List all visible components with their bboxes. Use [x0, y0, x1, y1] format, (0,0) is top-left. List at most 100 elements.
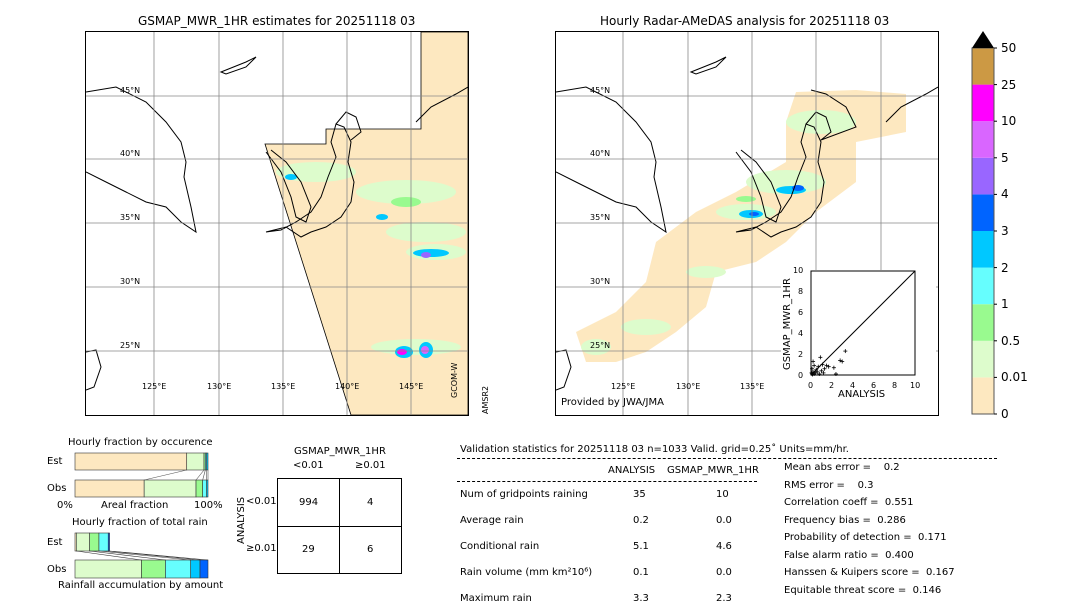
stats-col-gsmap: GSMAP_MWR_1HR: [667, 465, 759, 476]
graticule: [86, 32, 468, 415]
scatter-ytick: 0: [798, 371, 804, 380]
scatter-point: [814, 367, 819, 372]
total-rain-est-segment: [98, 532, 109, 552]
lon-label: 145°E: [399, 382, 424, 391]
stat-gsmap-value: 2.3: [716, 593, 732, 604]
lat-label: 30°N: [590, 277, 611, 286]
lon-label: 135°E: [271, 382, 296, 391]
colorbar-label: 50: [1001, 41, 1017, 55]
left-map: 45°N 40°N 35°N 30°N 25°N 125°E 130°E 135…: [85, 31, 469, 416]
total-rain-est-segment: [107, 532, 110, 552]
cell-false-alarm: 4: [367, 497, 374, 508]
stat-label: Average rain: [460, 515, 524, 526]
scatter-point: [824, 363, 829, 368]
score-item: Mean abs error = 0.2: [784, 462, 900, 473]
lat-label: 35°N: [120, 213, 141, 222]
contingency-table: 994 4 29 6: [277, 478, 402, 574]
score-item: False alarm ratio = 0.400: [784, 549, 914, 561]
scatter-point: [831, 365, 836, 370]
contingency-col-header: <0.01: [293, 460, 324, 471]
scatter-point: [821, 370, 826, 375]
stat-label: Conditional rain: [460, 541, 540, 552]
colorbar-segment: [972, 231, 994, 268]
occurrence-obs-segment: [143, 479, 197, 498]
lat-label: 45°N: [590, 86, 611, 95]
contingency-title: GSMAP_MWR_1HR: [294, 446, 386, 457]
colorbar-label: 5: [1001, 150, 1009, 165]
lat-label: 25°N: [120, 341, 141, 350]
right-map: 45°N 40°N 35°N 30°N 25°N 125°E 130°E 135…: [555, 31, 939, 416]
scatter-xlabel: ANALYSIS: [838, 389, 886, 400]
scatter-point: [818, 355, 823, 360]
occurrence-right-tick: 100%: [194, 500, 223, 511]
scatter-xtick: 8: [892, 381, 898, 390]
scatter-plot: [809, 270, 916, 377]
lon-label: 135°E: [740, 382, 765, 391]
scatter-ytick: 4: [798, 329, 804, 338]
occurrence-est-segment: [74, 452, 188, 471]
colorbar-segment: [972, 121, 994, 158]
connector-line: [76, 550, 142, 561]
total-rain-obs-segment: [199, 559, 209, 579]
lon-label: 130°E: [676, 382, 701, 391]
score-item: RMS error = 0.3: [784, 479, 874, 491]
colorbar-label: 0.01: [1001, 370, 1028, 385]
scatter-point: [833, 371, 838, 376]
colorbar-segment: [972, 84, 994, 122]
data-credit: Provided by JWA/JMA: [561, 397, 664, 408]
connector-line: [144, 469, 187, 481]
colorbar-segment: [972, 377, 994, 414]
right-map-canvas: [556, 32, 938, 415]
stat-label: Num of gridpoints raining: [460, 489, 588, 500]
colorbar-label: 3: [1001, 224, 1009, 238]
scatter-ytick: 2: [798, 350, 804, 359]
connector-line: [109, 550, 209, 561]
stat-label: Rain volume (mm km²10⁶): [460, 567, 593, 578]
stats-divider: [457, 458, 997, 459]
stats-header: Validation statistics for 20251118 03 n=…: [460, 444, 849, 455]
left-rain-areas: [276, 162, 466, 358]
scatter-point: [817, 371, 822, 376]
occurrence-est-label: Est: [47, 456, 63, 467]
one-to-one-line: [810, 270, 916, 376]
total-rain-obs-label: Obs: [47, 564, 67, 575]
total-rain-title: Hourly fraction of total rain: [72, 517, 208, 528]
scatter-point: [812, 363, 817, 368]
score-item: Probability of detection = 0.171: [784, 532, 947, 543]
colorbar-segment: [972, 194, 994, 231]
score-item: Equitable threat score = 0.146: [784, 584, 942, 596]
score-item: Hanssen & Kuipers score = 0.167: [784, 567, 955, 578]
cell-hit: 6: [367, 544, 374, 555]
scatter-point: [840, 359, 845, 364]
colorbar-segment: [972, 267, 994, 305]
divider: [278, 526, 401, 527]
stat-analysis-value: 3.3: [633, 593, 649, 604]
total-rain-obs-segment: [74, 559, 142, 579]
occurrence-obs-label: Obs: [47, 483, 67, 494]
scatter-xtick: 6: [871, 381, 877, 390]
occurrence-obs-segment: [202, 479, 207, 498]
scatter-ytick: 6: [798, 308, 804, 317]
satellite-swath: [264, 32, 468, 415]
scatter-point: [815, 369, 820, 374]
colorbar-segment: [972, 157, 994, 195]
occurrence-obs-segment: [74, 479, 145, 498]
scatter-point: [826, 364, 831, 369]
stat-analysis-value: 35: [633, 489, 646, 500]
scatter-xtick: 10: [910, 381, 921, 390]
stat-gsmap-value: 0.0: [716, 567, 732, 578]
stat-gsmap-value: 10: [716, 489, 729, 500]
lat-label: 25°N: [590, 341, 611, 350]
colorbar-label: 0: [1001, 407, 1009, 421]
lat-label: 45°N: [120, 86, 141, 95]
total-rain-obs-segment: [190, 559, 201, 579]
scatter-point: [822, 366, 827, 371]
occurrence-est-segment: [186, 452, 205, 471]
cell-hits-none: 994: [299, 497, 319, 508]
occurrence-est-segment: [206, 452, 209, 471]
stats-col-analysis: ANALYSIS: [608, 465, 656, 476]
scatter-point: [816, 364, 821, 369]
colorbar-label: 25: [1001, 77, 1017, 92]
